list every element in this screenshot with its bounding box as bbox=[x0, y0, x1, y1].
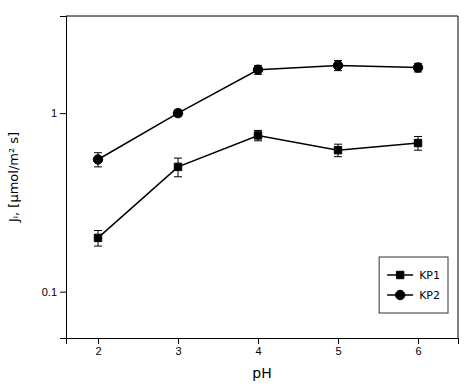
y-axis-line bbox=[60, 17, 67, 339]
error-bar bbox=[414, 136, 422, 150]
marker bbox=[94, 234, 101, 241]
x-axis: 2 3 4 5 6 bbox=[67, 338, 459, 357]
error-bar bbox=[174, 158, 182, 177]
legend-label: KP1 bbox=[419, 269, 440, 282]
x-tick-label: 2 bbox=[95, 345, 101, 357]
error-bar-cap bbox=[174, 158, 182, 159]
error-bar-cap bbox=[94, 166, 102, 167]
legend-frame bbox=[379, 257, 448, 313]
y-tick: 1 bbox=[51, 107, 66, 119]
error-bar-cap bbox=[334, 144, 342, 145]
x-tick-mark bbox=[98, 338, 99, 344]
error-bar bbox=[334, 61, 342, 71]
x-tick: 5 bbox=[335, 338, 341, 357]
y-axis: 0.11 bbox=[42, 17, 67, 339]
x-tick-mark bbox=[258, 338, 259, 344]
x-tick: 6 bbox=[415, 338, 421, 357]
plot-area: 234560.11KP1KP2 bbox=[42, 16, 459, 357]
legend-marker bbox=[396, 271, 403, 278]
marker bbox=[254, 132, 261, 139]
error-bar-cap bbox=[414, 136, 422, 137]
marker bbox=[334, 146, 341, 153]
frame-top bbox=[66, 16, 458, 17]
marker bbox=[333, 61, 342, 70]
x-tick-label: 5 bbox=[335, 345, 341, 357]
x-axis-line bbox=[67, 339, 459, 345]
marker bbox=[174, 163, 181, 170]
x-tick-label: 4 bbox=[255, 345, 261, 357]
error-bar-cap bbox=[254, 140, 262, 141]
legend-label: KP2 bbox=[419, 289, 440, 302]
series-line bbox=[98, 65, 418, 159]
chart-container: 234560.11KP1KP2pHJᵢ, [μmol/m² s] bbox=[0, 0, 474, 390]
y-tick-mark bbox=[60, 292, 66, 293]
x-tick-mark bbox=[418, 338, 419, 344]
error-bar-cap bbox=[414, 150, 422, 151]
error-bar bbox=[334, 144, 342, 157]
legend-item: KP2 bbox=[387, 289, 440, 302]
legend-item: KP1 bbox=[387, 269, 440, 282]
y-tick: 0.1 bbox=[42, 286, 66, 298]
chart-svg: 234560.11KP1KP2pHJᵢ, [μmol/m² s] bbox=[0, 0, 474, 390]
marker bbox=[173, 108, 182, 117]
y-tick-label: 0.1 bbox=[42, 286, 57, 298]
legend: KP1 KP2 bbox=[379, 257, 448, 313]
series bbox=[93, 61, 422, 167]
x-tick-mark bbox=[178, 338, 179, 344]
error-bar bbox=[254, 130, 262, 140]
error-bar bbox=[94, 153, 102, 167]
error-bar-cap bbox=[334, 156, 342, 157]
error-bar-cap bbox=[254, 130, 262, 131]
error-bar-cap bbox=[94, 152, 102, 153]
x-tick-label: 3 bbox=[175, 345, 181, 357]
x-tick: 2 bbox=[95, 338, 101, 357]
error-bar-cap bbox=[174, 176, 182, 177]
y-tick-label: 1 bbox=[51, 107, 57, 119]
series bbox=[94, 130, 422, 246]
marker bbox=[413, 63, 422, 72]
frame-right bbox=[458, 16, 459, 338]
marker bbox=[253, 65, 262, 74]
x-tick: 3 bbox=[175, 338, 181, 357]
error-bar-cap bbox=[94, 230, 102, 231]
marks bbox=[93, 61, 422, 247]
y-tick-mark bbox=[60, 113, 66, 114]
marker bbox=[93, 155, 102, 164]
x-tick: 4 bbox=[255, 338, 261, 357]
x-tick-label: 6 bbox=[415, 345, 421, 357]
y-axis-title: Jᵢ, [μmol/m² s] bbox=[6, 132, 21, 223]
error-bar bbox=[254, 65, 262, 74]
x-axis-title: pH bbox=[252, 365, 271, 381]
marker bbox=[414, 139, 421, 146]
legend-marker bbox=[395, 290, 404, 299]
error-bar-cap bbox=[94, 246, 102, 247]
error-bar bbox=[94, 231, 102, 247]
error-bar bbox=[414, 63, 422, 72]
x-tick-mark bbox=[338, 338, 339, 344]
series-line bbox=[98, 135, 418, 237]
